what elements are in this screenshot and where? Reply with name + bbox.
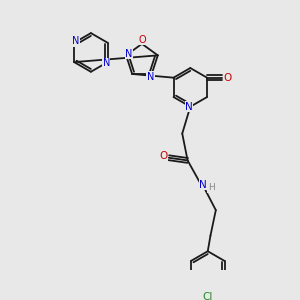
Text: N: N xyxy=(185,102,193,112)
Text: O: O xyxy=(223,73,231,83)
Text: H: H xyxy=(208,183,214,192)
Text: O: O xyxy=(159,152,168,161)
Text: O: O xyxy=(138,35,146,45)
Text: N: N xyxy=(147,72,154,82)
Text: N: N xyxy=(199,180,207,190)
Text: N: N xyxy=(72,36,79,46)
Text: N: N xyxy=(125,49,133,59)
Text: Cl: Cl xyxy=(202,292,213,300)
Text: N: N xyxy=(103,58,110,68)
